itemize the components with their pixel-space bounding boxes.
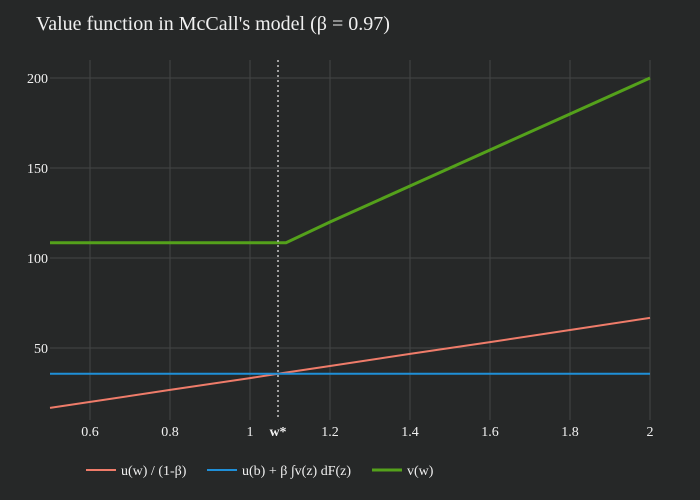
y-axis-tick-labels: 50 100 150 200 [27, 72, 48, 357]
legend-label: u(b) + β ∫v(z) dF(z) [242, 464, 351, 479]
x-tick-label: 1.2 [321, 425, 339, 440]
series-line-1 [49, 316, 651, 409]
legend-item-1[interactable]: u(w) / (1-β) [86, 464, 187, 479]
chart-title: Value function in McCall's model (β = 0.… [36, 13, 390, 35]
legend-item-3[interactable]: v(w) [372, 464, 434, 479]
x-tick-label: 0.8 [161, 425, 179, 440]
annotations: w* [269, 60, 287, 440]
legend-item-2[interactable]: u(b) + β ∫v(z) dF(z) [207, 464, 351, 479]
series-line-3 [50, 76, 651, 245]
x-tick-label: 1 [247, 425, 254, 440]
y-tick-label: 200 [27, 72, 48, 87]
x-axis-tick-labels: 0.6 0.8 1 1.2 1.4 1.6 1.8 2 [81, 425, 653, 440]
grid-lines [50, 60, 651, 420]
x-tick-label: 1.4 [401, 425, 419, 440]
w-star-label: w* [269, 425, 286, 440]
legend-label: u(w) / (1-β) [121, 464, 187, 479]
series-lines [49, 76, 651, 409]
legend[interactable]: u(w) / (1-β) u(b) + β ∫v(z) dF(z) v(w) [86, 464, 434, 479]
y-tick-label: 50 [34, 342, 48, 357]
y-tick-label: 100 [27, 252, 48, 267]
x-tick-label: 2 [647, 425, 654, 440]
legend-label: v(w) [407, 464, 434, 479]
x-tick-label: 1.6 [481, 425, 499, 440]
x-tick-label: 0.6 [81, 425, 99, 440]
y-tick-label: 150 [27, 162, 48, 177]
x-tick-label: 1.8 [561, 425, 579, 440]
